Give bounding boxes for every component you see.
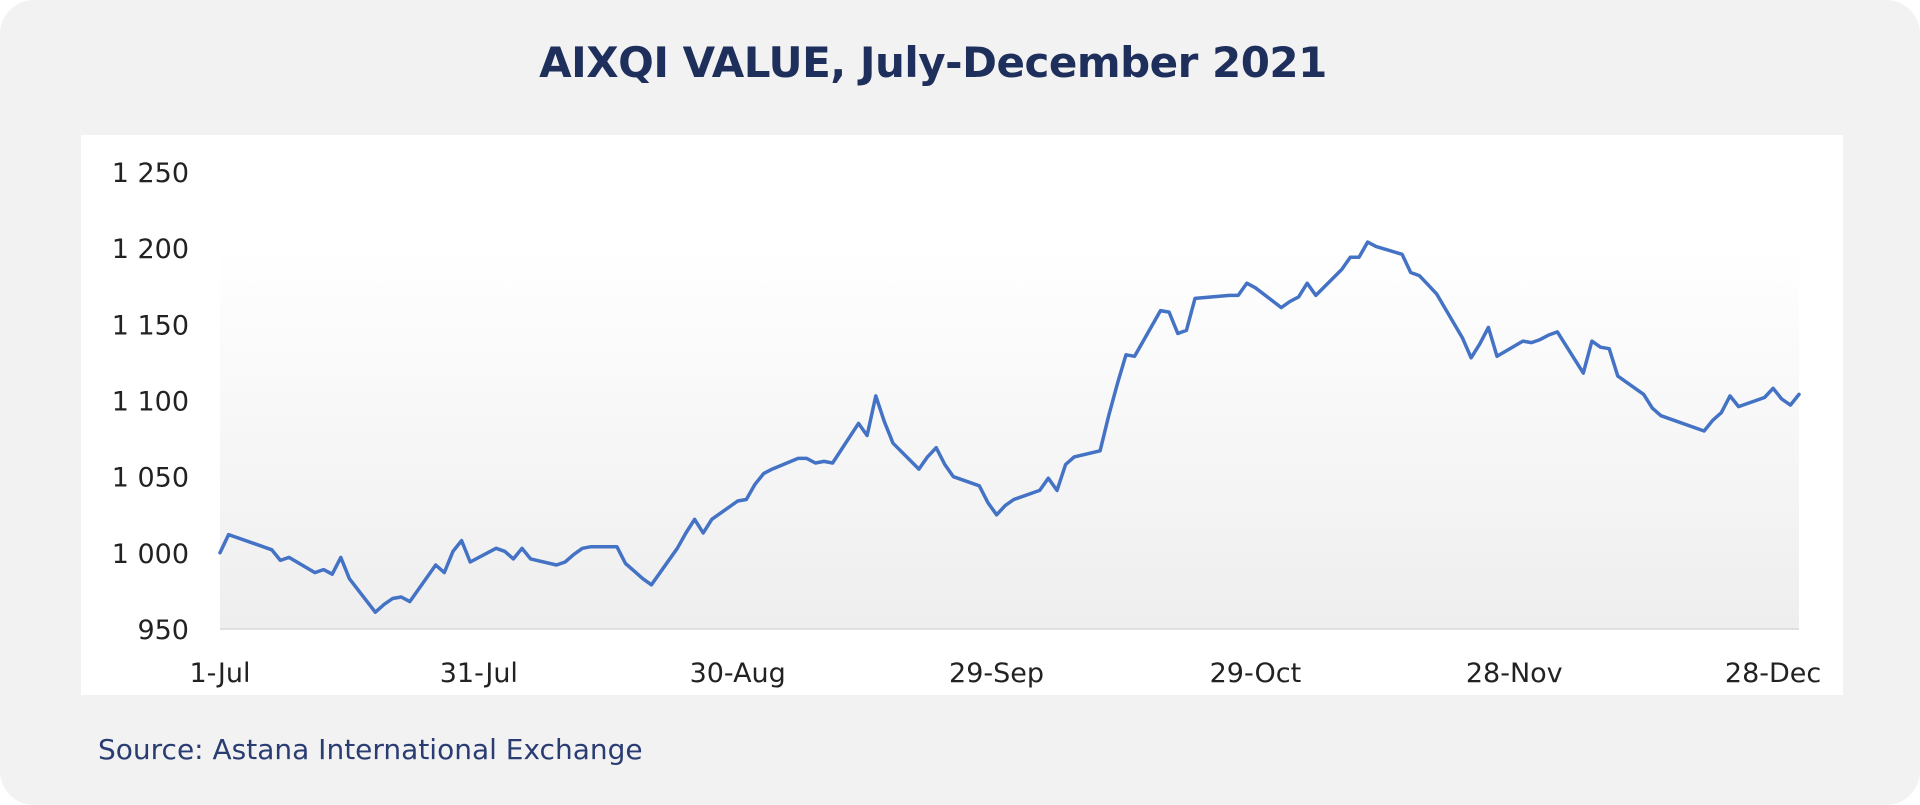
y-tick-label: 1 250 — [112, 158, 189, 189]
chart-title: AIXQI VALUE, July-December 2021 — [539, 38, 1327, 87]
series-line-aixqi — [218, 240, 1801, 614]
x-tick-label: 28-Nov — [1466, 658, 1563, 689]
x-tick-label: 28-Dec — [1725, 658, 1821, 689]
plot-area-background — [220, 248, 1799, 629]
x-tick-label: 30-Aug — [690, 658, 786, 689]
source-note: Source: Astana International Exchange — [98, 733, 643, 766]
y-tick-label: 1 200 — [112, 234, 189, 265]
line-chart: 950 1 000 1 050 1 100 1 150 1 200 1 250 1-Jul 31… — [112, 158, 1822, 689]
plot-panel: 950 1 000 1 050 1 100 1 150 1 200 1 250 1-Jul 31… — [81, 135, 1843, 695]
y-tick-label: 1 050 — [112, 463, 189, 494]
y-tick-label: 950 — [137, 615, 189, 646]
x-tick-label: 1-Jul — [189, 658, 250, 689]
y-tick-label: 1 000 — [112, 539, 189, 570]
x-tick-label: 29-Oct — [1210, 658, 1302, 689]
x-tick-label: 31-Jul — [440, 658, 518, 689]
y-tick-label: 1 100 — [112, 387, 189, 418]
x-tick-label: 29-Sep — [949, 658, 1044, 689]
y-tick-label: 1 150 — [112, 310, 189, 341]
